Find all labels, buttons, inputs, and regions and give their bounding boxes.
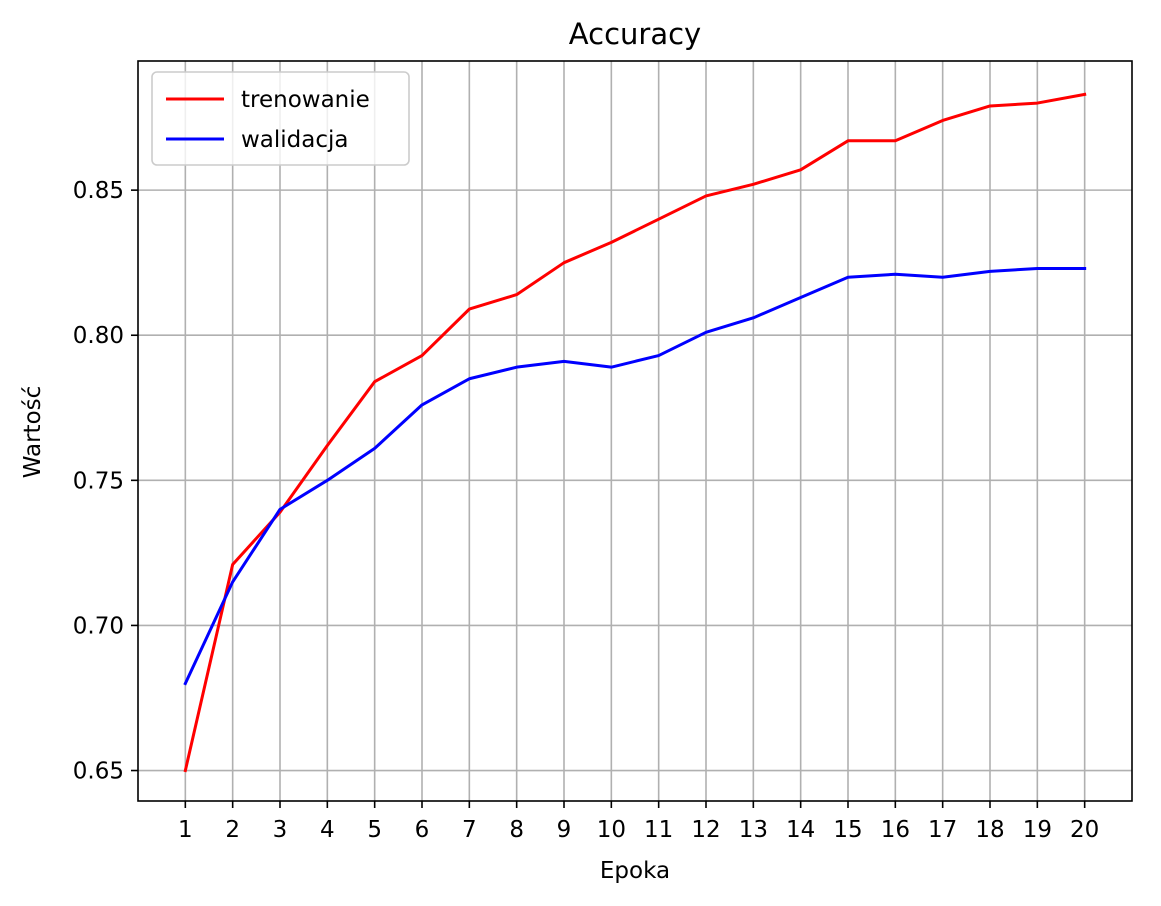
x-tick-label: 15	[833, 817, 862, 843]
x-tick-label: 2	[225, 817, 240, 843]
x-tick-label: 7	[462, 817, 477, 843]
x-tick-label: 3	[273, 817, 288, 843]
x-tick-label: 20	[1070, 817, 1099, 843]
y-tick-label: 0.85	[73, 178, 124, 204]
x-tick-label: 19	[1023, 817, 1052, 843]
y-axis-label: Wartość	[20, 386, 46, 479]
x-tick-label: 1	[178, 817, 193, 843]
x-tick-label: 16	[881, 817, 910, 843]
x-tick-label: 5	[367, 817, 382, 843]
axis-ticks: 1 2 3 4 5 6 7 8 9 10 11 12 13 14 15 16 17 18 19 200.650.700…	[73, 178, 1100, 843]
x-tick-label: 11	[644, 817, 673, 843]
x-tick-label: 6	[415, 817, 430, 843]
x-axis-label: Epoka	[600, 858, 670, 884]
chart-title: Accuracy	[569, 17, 701, 51]
x-tick-label: 13	[739, 817, 768, 843]
legend-label-trenowanie: trenowanie	[241, 87, 370, 113]
y-tick-label: 0.75	[73, 468, 124, 494]
grid	[138, 61, 1132, 801]
legend-box	[151, 71, 410, 166]
y-tick-label: 0.80	[73, 323, 124, 349]
y-tick-label: 0.65	[73, 759, 124, 785]
series-line-trenowanie	[183, 92, 1087, 773]
x-tick-label: 10	[597, 817, 626, 843]
x-tick-label: 9	[557, 817, 572, 843]
x-tick-label: 8	[509, 817, 524, 843]
plot-frame	[137, 60, 1133, 802]
series-lines	[183, 92, 1087, 773]
x-tick-label: 4	[320, 817, 335, 843]
x-tick-label: 14	[786, 817, 815, 843]
legend: trenowanie walidacja	[151, 71, 410, 166]
x-tick-label: 18	[975, 817, 1004, 843]
series-line-walidacja	[183, 266, 1087, 686]
x-tick-label: 12	[691, 817, 720, 843]
y-tick-label: 0.70	[73, 613, 124, 639]
legend-label-walidacja: walidacja	[241, 127, 349, 153]
x-tick-label: 17	[928, 817, 957, 843]
